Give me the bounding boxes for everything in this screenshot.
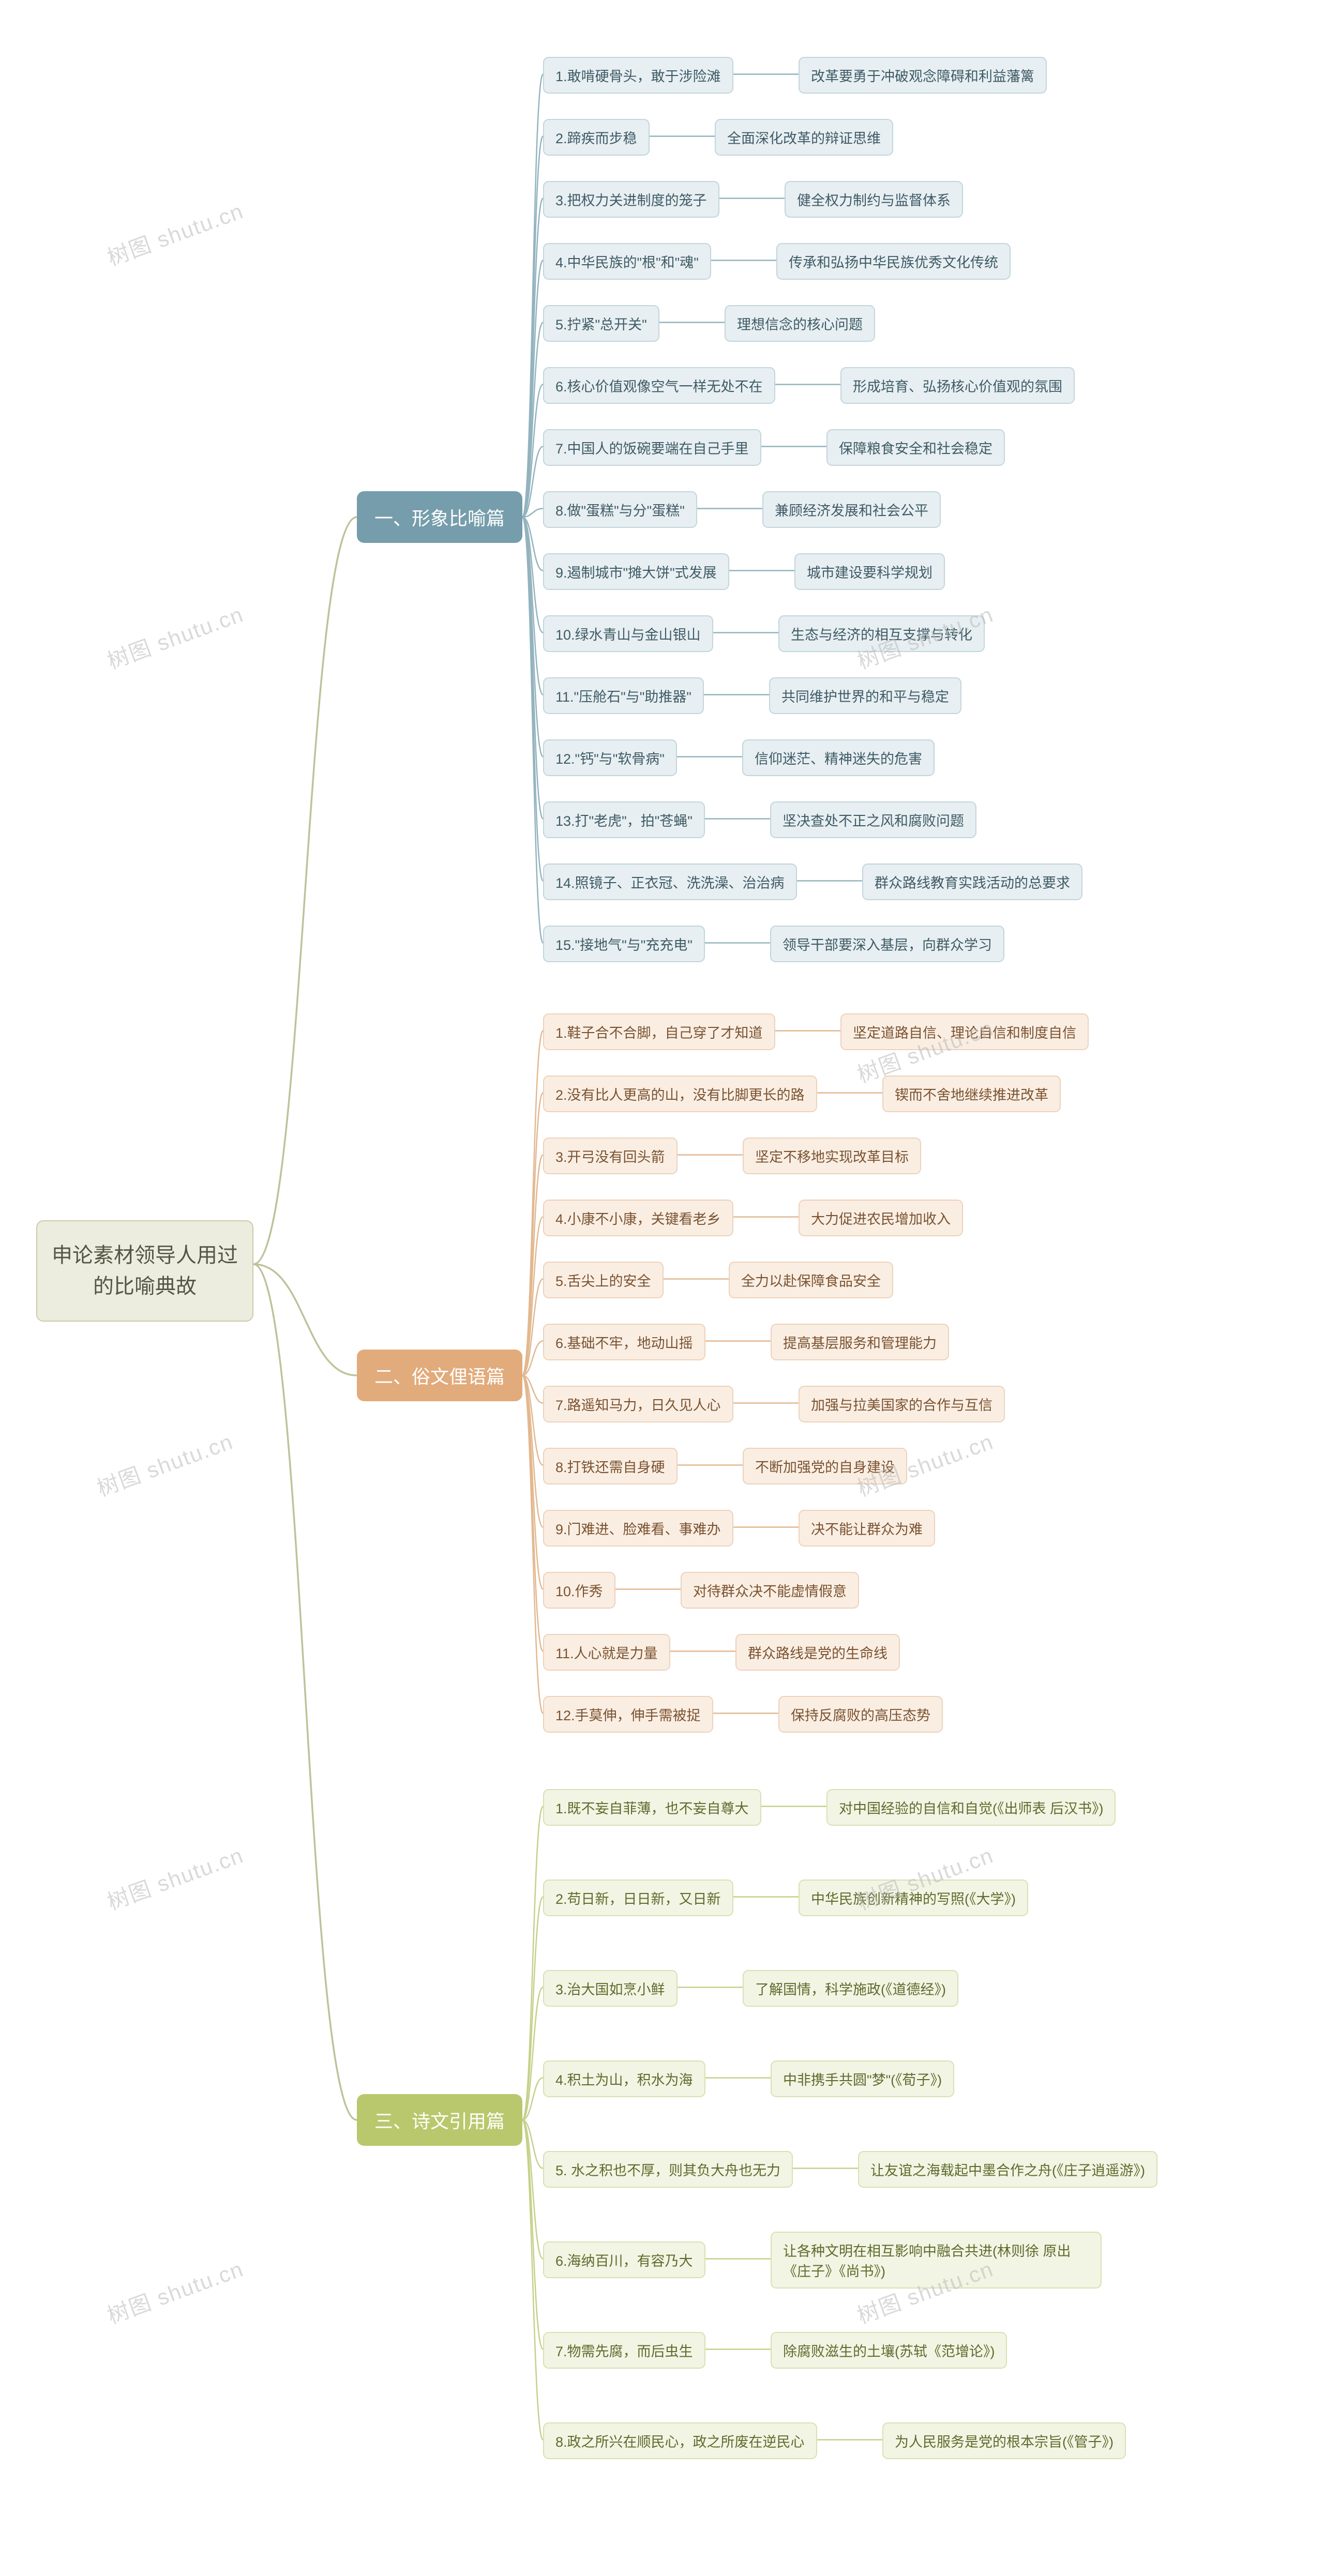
desc-s1-10: 共同维护世界的和平与稳定	[769, 677, 961, 714]
item-s1-14: 15."接地气"与"充充电"	[543, 926, 705, 962]
desc-s1-6: 保障粮食安全和社会稳定	[826, 429, 1005, 466]
item-s1-7: 8.做"蛋糕"与分"蛋糕"	[543, 491, 697, 528]
item-s2-6: 7.路遥知马力，日久见人心	[543, 1386, 733, 1422]
desc-s2-1: 锲而不舍地继续推进改革	[882, 1075, 1061, 1112]
item-s2-10: 11.人心就是力量	[543, 1634, 670, 1671]
item-s2-3: 4.小康不小康，关键看老乡	[543, 1200, 733, 1236]
watermark-6: 树图 shutu.cn	[102, 1838, 248, 1917]
desc-s2-11: 保持反腐败的高压态势	[778, 1696, 943, 1733]
item-s1-10: 11."压舱石"与"助推器"	[543, 677, 704, 714]
item-s3-2: 3.治大国如烹小鲜	[543, 1970, 678, 2007]
item-s2-0: 1.鞋子合不合脚，自己穿了才知道	[543, 1013, 775, 1050]
desc-s1-1: 全面深化改革的辩证思维	[715, 119, 893, 156]
item-s2-7: 8.打铁还需自身硬	[543, 1448, 678, 1484]
desc-s2-9: 对待群众决不能虚情假意	[681, 1572, 859, 1609]
watermark-4: 树图 shutu.cn	[92, 1425, 237, 1503]
item-s3-3: 4.积土为山，积水为海	[543, 2060, 705, 2097]
desc-s1-2: 健全权力制约与监督体系	[785, 181, 963, 218]
section-s3: 三、诗文引用篇	[357, 2094, 522, 2146]
desc-s3-4: 让友谊之海载起中墨合作之舟(《庄子逍遥游》)	[858, 2151, 1157, 2188]
desc-s3-5: 让各种文明在相互影响中融合共进(林则徐 原出《庄子》《尚书》)	[771, 2232, 1102, 2289]
desc-s2-6: 加强与拉美国家的合作与互信	[799, 1386, 1005, 1422]
desc-s1-9: 生态与经济的相互支撑与转化	[778, 615, 985, 652]
desc-s1-3: 传承和弘扬中华民族优秀文化传统	[776, 243, 1011, 280]
desc-s2-10: 群众路线是党的生命线	[735, 1634, 900, 1671]
item-s1-2: 3.把权力关进制度的笼子	[543, 181, 719, 218]
section-s2: 二、俗文俚语篇	[357, 1350, 522, 1401]
section-s1: 一、形象比喻篇	[357, 491, 522, 543]
item-s1-5: 6.核心价值观像空气一样无处不在	[543, 367, 775, 404]
item-s2-5: 6.基础不牢，地动山摇	[543, 1324, 705, 1360]
item-s1-4: 5.拧紧"总开关"	[543, 305, 659, 342]
desc-s1-11: 信仰迷茫、精神迷失的危害	[742, 739, 935, 776]
root-node: 申论素材领导人用过的比喻典故	[36, 1220, 253, 1322]
desc-s1-7: 兼顾经济发展和社会公平	[762, 491, 941, 528]
item-s2-9: 10.作秀	[543, 1572, 615, 1609]
item-s2-11: 12.手莫伸，伸手需被捉	[543, 1696, 713, 1733]
watermark-8: 树图 shutu.cn	[102, 2252, 248, 2330]
desc-s1-14: 领导干部要深入基层，向群众学习	[770, 926, 1004, 962]
desc-s2-3: 大力促进农民增加收入	[799, 1200, 963, 1236]
item-s1-0: 1.敢啃硬骨头，敢于涉险滩	[543, 57, 733, 94]
item-s3-6: 7.物需先腐，而后虫生	[543, 2332, 705, 2369]
desc-s2-0: 坚定道路自信、理论自信和制度自信	[840, 1013, 1089, 1050]
item-s3-4: 5. 水之积也不厚，则其负大舟也无力	[543, 2151, 793, 2188]
desc-s1-13: 群众路线教育实践活动的总要求	[862, 863, 1082, 900]
watermark-1: 树图 shutu.cn	[102, 597, 248, 676]
desc-s3-0: 对中国经验的自信和自觉(《出师表 后汉书》)	[826, 1789, 1116, 1826]
item-s1-3: 4.中华民族的"根"和"魂"	[543, 243, 711, 280]
desc-s3-7: 为人民服务是党的根本宗旨(《管子》)	[882, 2422, 1126, 2459]
item-s3-1: 2.苟日新，日日新，又日新	[543, 1880, 733, 1916]
item-s2-8: 9.门难进、脸难看、事难办	[543, 1510, 733, 1547]
item-s2-1: 2.没有比人更高的山，没有比脚更长的路	[543, 1075, 817, 1112]
item-s1-11: 12."钙"与"软骨病"	[543, 739, 677, 776]
desc-s2-5: 提高基层服务和管理能力	[771, 1324, 949, 1360]
desc-s1-4: 理想信念的核心问题	[725, 305, 875, 342]
item-s2-2: 3.开弓没有回头箭	[543, 1138, 678, 1174]
item-s1-12: 13.打"老虎"，拍"苍蝇"	[543, 801, 705, 838]
item-s1-6: 7.中国人的饭碗要端在自己手里	[543, 429, 761, 466]
desc-s2-7: 不断加强党的自身建设	[743, 1448, 907, 1484]
desc-s1-5: 形成培育、弘扬核心价值观的氛围	[840, 367, 1075, 404]
desc-s2-2: 坚定不移地实现改革目标	[743, 1138, 921, 1174]
desc-s3-3: 中非携手共圆"梦"(《荀子》)	[771, 2060, 954, 2097]
desc-s1-12: 坚决查处不正之风和腐败问题	[770, 801, 976, 838]
item-s1-1: 2.蹄疾而步稳	[543, 119, 650, 156]
desc-s3-1: 中华民族创新精神的写照(《大学》)	[799, 1880, 1028, 1916]
item-s1-13: 14.照镜子、正衣冠、洗洗澡、治治病	[543, 863, 797, 900]
desc-s3-6: 除腐败滋生的土壤(苏轼《范增论》)	[771, 2332, 1007, 2369]
item-s3-0: 1.既不妄自菲薄，也不妄自尊大	[543, 1789, 761, 1826]
item-s3-5: 6.海纳百川，有容乃大	[543, 2241, 705, 2278]
desc-s2-8: 决不能让群众为难	[799, 1510, 935, 1547]
item-s3-7: 8.政之所兴在顺民心，政之所废在逆民心	[543, 2422, 817, 2459]
item-s2-4: 5.舌尖上的安全	[543, 1262, 664, 1298]
item-s1-8: 9.遏制城市"摊大饼"式发展	[543, 553, 729, 590]
watermark-0: 树图 shutu.cn	[102, 194, 248, 272]
item-s1-9: 10.绿水青山与金山银山	[543, 615, 713, 652]
desc-s1-0: 改革要勇于冲破观念障碍和利益藩篱	[799, 57, 1047, 94]
desc-s3-2: 了解国情，科学施政(《道德经》)	[743, 1970, 958, 2007]
desc-s2-4: 全力以赴保障食品安全	[729, 1262, 893, 1298]
desc-s1-8: 城市建设要科学规划	[794, 553, 945, 590]
